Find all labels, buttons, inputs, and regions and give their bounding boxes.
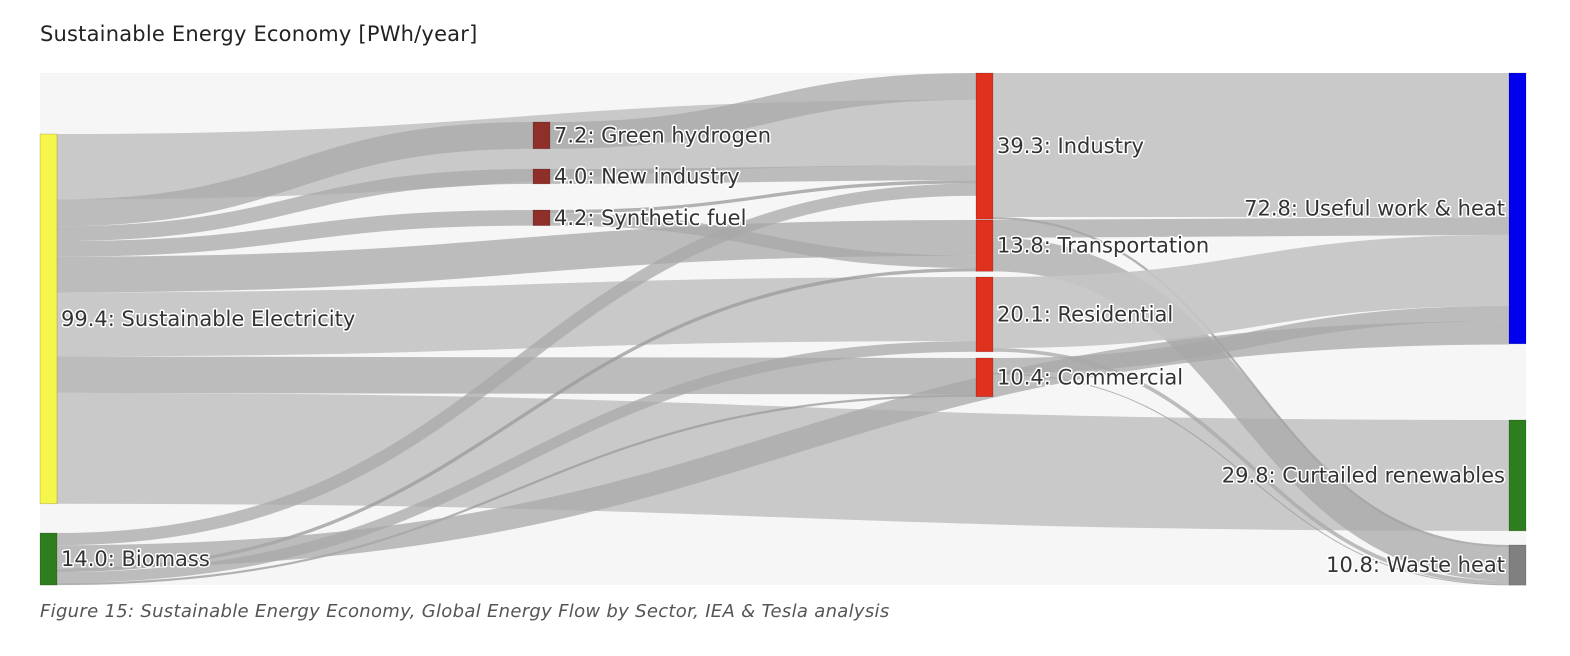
- link-biomass-to-commercial[interactable]: [56, 394, 977, 586]
- link-sust_elec-to-commercial[interactable]: [56, 356, 977, 395]
- link-transport-to-useful[interactable]: [992, 216, 1510, 238]
- node-useful[interactable]: [1508, 72, 1527, 345]
- node-waste[interactable]: [1508, 544, 1527, 586]
- node-residential[interactable]: [975, 276, 994, 353]
- figure-caption: Figure 15: Sustainable Energy Economy, G…: [40, 601, 890, 622]
- node-new_ind[interactable]: [532, 168, 551, 185]
- node-transport[interactable]: [975, 219, 994, 272]
- link-sust_elec-to-industry[interactable]: [56, 99, 977, 200]
- node-label-industry: 39.3: Industry: [997, 134, 1144, 158]
- link-commercial-to-useful[interactable]: [992, 305, 1510, 374]
- link-sust_elec-to-curtailed[interactable]: [56, 392, 1510, 531]
- link-sust_elec-to-synfuel[interactable]: [56, 210, 534, 257]
- link-biomass-to-industry[interactable]: [56, 183, 977, 546]
- link-transport-to-waste[interactable]: [992, 237, 1510, 581]
- link-sust_elec-to-green_h2[interactable]: [56, 122, 534, 227]
- node-label-useful: 72.8: Useful work & heat: [1244, 196, 1505, 220]
- node-industry[interactable]: [975, 72, 994, 220]
- node-sust_elec[interactable]: [39, 133, 58, 505]
- node-label-commercial: 10.4: Commercial: [997, 365, 1183, 389]
- node-synfuel[interactable]: [532, 209, 551, 226]
- link-green_h2-to-industry[interactable]: [549, 73, 977, 149]
- node-label-green_h2: 7.2: Green hydrogen: [554, 123, 771, 147]
- link-biomass-to-residential[interactable]: [56, 340, 977, 583]
- sankey-labels: 99.4: Sustainable Electricity 14.0: Bioma…: [60, 122, 1507, 579]
- link-sust_elec-to-residential[interactable]: [56, 277, 977, 357]
- node-curtailed[interactable]: [1508, 419, 1527, 532]
- node-commercial[interactable]: [975, 357, 994, 397]
- node-biomass[interactable]: [39, 532, 58, 586]
- link-commercial-to-waste[interactable]: [992, 373, 1510, 586]
- sankey-links: [56, 72, 1510, 586]
- node-green_h2[interactable]: [532, 121, 551, 150]
- node-label-new_ind: 4.0: New industry: [554, 164, 740, 188]
- node-label-waste: 10.8: Waste heat: [1326, 553, 1505, 577]
- node-label-sust_elec: 99.4: Sustainable Electricity: [61, 307, 355, 331]
- link-synfuel-to-industry[interactable]: [549, 180, 977, 214]
- node-label-synfuel: 4.2: Synthetic fuel: [554, 206, 746, 230]
- link-new_ind-to-industry[interactable]: [549, 165, 977, 184]
- link-sust_elec-to-new_ind[interactable]: [56, 169, 534, 242]
- node-label-curtailed: 29.8: Curtailed renewables: [1222, 463, 1505, 487]
- node-label-transport: 13.8: Transportation: [997, 234, 1209, 258]
- node-label-residential: 20.1: Residential: [997, 302, 1173, 326]
- sankey-chart: 99.4: Sustainable Electricity 14.0: Bioma…: [39, 72, 1527, 586]
- link-residential-to-useful[interactable]: [992, 234, 1510, 349]
- chart-title: Sustainable Energy Economy [PWh/year]: [40, 22, 478, 46]
- node-label-biomass: 14.0: Biomass: [61, 547, 210, 571]
- link-synfuel-to-transport[interactable]: [549, 213, 977, 268]
- sankey-nodes: [39, 72, 1527, 586]
- link-sust_elec-to-transport[interactable]: [56, 220, 977, 293]
